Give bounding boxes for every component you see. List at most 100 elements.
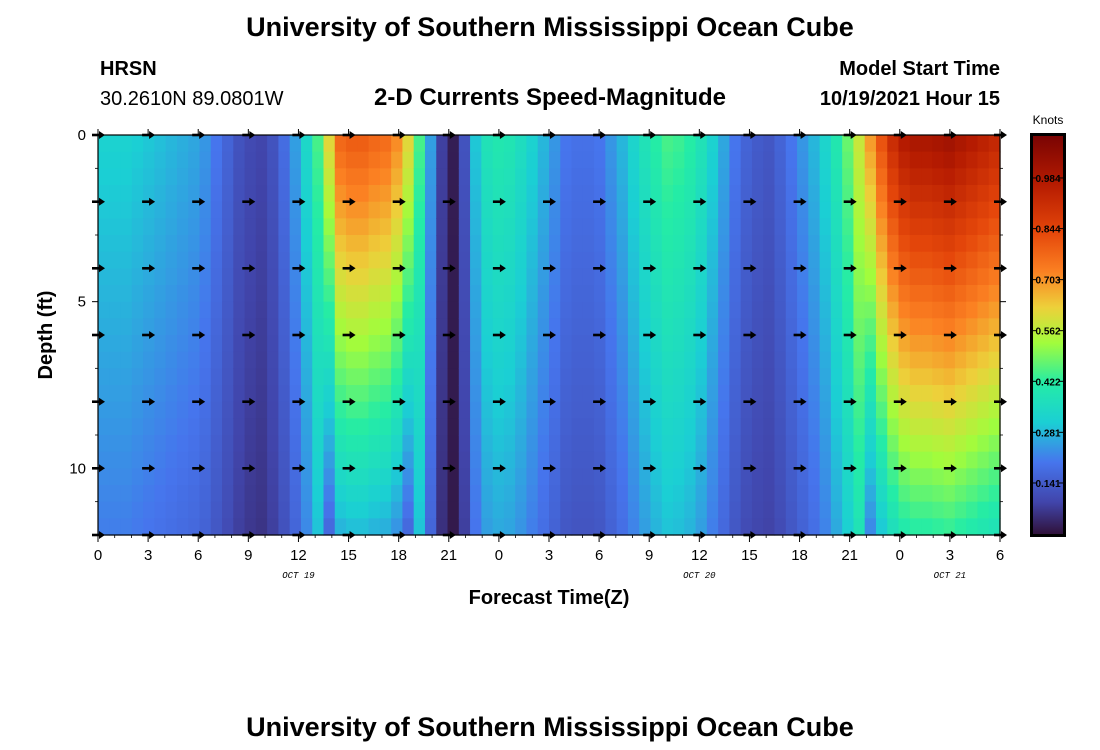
heatmap-cell xyxy=(797,285,809,303)
heatmap-cell xyxy=(458,385,471,403)
heatmap-cell xyxy=(729,251,742,269)
heatmap-cell xyxy=(244,201,257,219)
current-arrow xyxy=(843,264,857,273)
heatmap-cell xyxy=(154,235,167,253)
heatmap-cell xyxy=(368,485,381,503)
heatmap-cell xyxy=(549,135,561,153)
heatmap-cell xyxy=(898,351,911,369)
heatmap-cell xyxy=(357,235,370,253)
heatmap-cell xyxy=(977,268,990,286)
heatmap-cell xyxy=(210,135,223,153)
heatmap-cell xyxy=(785,318,798,336)
heatmap-cell xyxy=(560,218,573,236)
heatmap-cell xyxy=(481,418,494,436)
heatmap-cell xyxy=(289,201,302,219)
station-name: HRSN xyxy=(100,58,157,80)
heatmap-cell xyxy=(368,518,381,536)
heatmap-cell xyxy=(988,201,1001,219)
heatmap-cell xyxy=(740,518,753,536)
heatmap-cell xyxy=(605,201,618,219)
heatmap-cell xyxy=(684,435,697,453)
heatmap-cell xyxy=(334,401,347,419)
heatmap-cell xyxy=(402,385,415,403)
heatmap-cell xyxy=(424,168,437,186)
heatmap-cell xyxy=(391,401,404,419)
heatmap-cell xyxy=(109,235,122,253)
current-arrow xyxy=(492,331,506,339)
heatmap-cell xyxy=(188,235,201,253)
heatmap-cell xyxy=(740,485,753,503)
heatmap-cell xyxy=(233,318,246,336)
heatmap-cell xyxy=(684,235,697,253)
heatmap-cell xyxy=(830,285,843,303)
heatmap-cell xyxy=(470,301,482,319)
heatmap-cell xyxy=(695,151,708,169)
heatmap-cell xyxy=(560,135,573,153)
heatmap-cell xyxy=(582,151,595,169)
heatmap-cell xyxy=(492,435,505,453)
heatmap-cell xyxy=(447,335,460,353)
heatmap-cell xyxy=(413,301,426,319)
heatmap-cell xyxy=(954,168,967,186)
heatmap-cell xyxy=(176,368,189,386)
heatmap-cell xyxy=(379,501,392,519)
heatmap-cell xyxy=(549,518,561,536)
heatmap-cell xyxy=(199,268,212,286)
heatmap-cell xyxy=(222,351,234,369)
heatmap-cell xyxy=(774,401,787,419)
heatmap-cell xyxy=(740,285,753,303)
heatmap-cell xyxy=(492,335,505,353)
heatmap-cell xyxy=(774,301,787,319)
heatmap-cell xyxy=(515,435,528,453)
heatmap-cell xyxy=(143,418,155,436)
heatmap-cell xyxy=(954,385,967,403)
heatmap-cell xyxy=(774,451,787,469)
heatmap-cell xyxy=(549,401,561,419)
heatmap-cell xyxy=(165,251,178,269)
heatmap-cell xyxy=(819,518,832,536)
heatmap-cell xyxy=(199,251,212,269)
heatmap-cell xyxy=(966,385,979,403)
heatmap-cell xyxy=(537,451,550,469)
heatmap-cell xyxy=(447,185,460,203)
heatmap-cell xyxy=(898,301,911,319)
heatmap-cell xyxy=(255,351,268,369)
heatmap-cell xyxy=(402,485,415,503)
heatmap-cell xyxy=(785,218,798,236)
heatmap-cell xyxy=(109,418,122,436)
heatmap-cell xyxy=(154,218,167,236)
heatmap-cell xyxy=(402,285,415,303)
heatmap-cell xyxy=(808,518,821,536)
heatmap-cell xyxy=(537,435,550,453)
heatmap-cell xyxy=(898,285,911,303)
heatmap-cell xyxy=(875,418,888,436)
heatmap-cell xyxy=(379,201,392,219)
heatmap-cell xyxy=(740,168,753,186)
heatmap-cell xyxy=(300,368,313,386)
heatmap-cell xyxy=(898,518,911,536)
heatmap-cell xyxy=(875,401,888,419)
heatmap-cell xyxy=(549,468,561,486)
heatmap-cell xyxy=(278,435,291,453)
heatmap-cell xyxy=(977,201,990,219)
heatmap-cell xyxy=(718,385,731,403)
heatmap-cell xyxy=(853,368,866,386)
current-arrow xyxy=(342,264,356,273)
heatmap-cell xyxy=(616,251,629,269)
heatmap-cell xyxy=(954,218,967,236)
heatmap-cell xyxy=(966,468,979,486)
heatmap-cell xyxy=(334,268,347,286)
heatmap-cell xyxy=(966,435,979,453)
heatmap-cell xyxy=(898,435,911,453)
heatmap-cell xyxy=(210,318,223,336)
heatmap-cell xyxy=(436,235,449,253)
heatmap-cell xyxy=(391,368,404,386)
heatmap-cell xyxy=(368,268,381,286)
heatmap-cell xyxy=(300,351,313,369)
heatmap-cell xyxy=(357,185,370,203)
heatmap-cell xyxy=(289,218,302,236)
heatmap-cell xyxy=(943,335,956,353)
heatmap-cell xyxy=(718,235,731,253)
heatmap-cell xyxy=(740,468,753,486)
heatmap-cell xyxy=(447,201,460,219)
